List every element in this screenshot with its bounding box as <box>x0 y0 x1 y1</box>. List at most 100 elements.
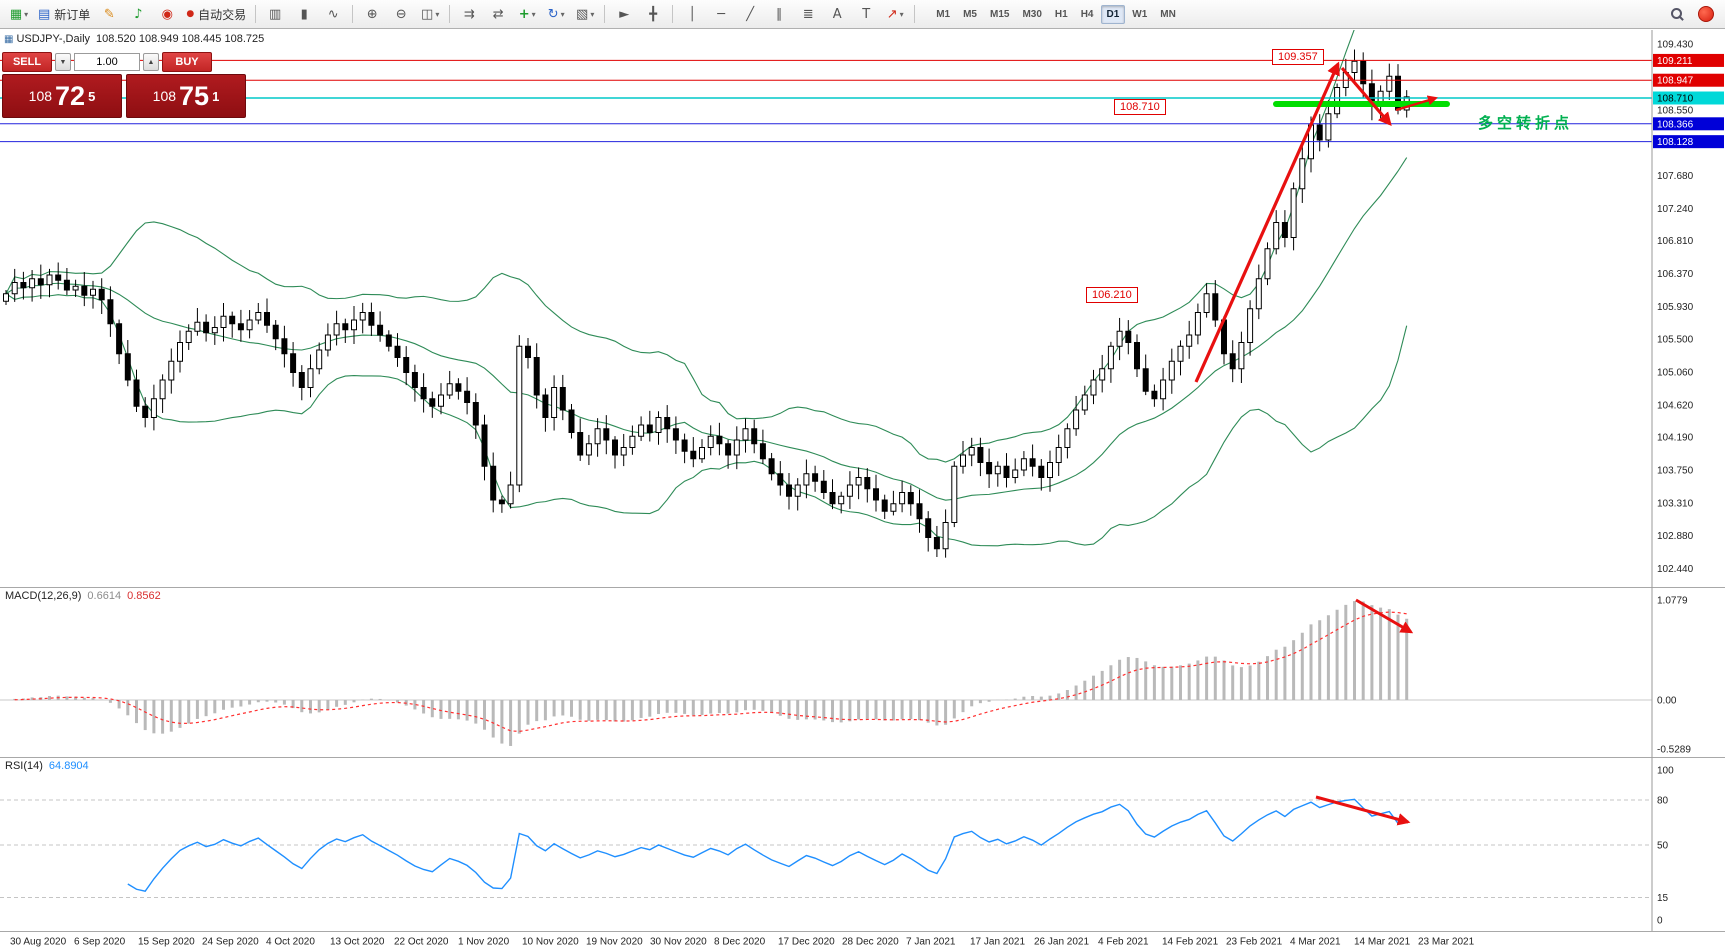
template-button[interactable]: ▧ ▾ <box>571 2 599 26</box>
macd-header: MACD(12,26,9) 0.6614 0.8562 <box>5 590 161 602</box>
fibonacci-button[interactable]: ≣ <box>794 2 822 26</box>
svg-text:14 Feb 2021: 14 Feb 2021 <box>1162 937 1219 948</box>
sell-price-display[interactable]: 108 72 5 <box>2 74 122 118</box>
arrows-tool-button[interactable]: ↗ ▾ <box>881 2 909 26</box>
chevron-down-icon: ▾ <box>560 9 565 19</box>
svg-text:108.947: 108.947 <box>1657 76 1694 87</box>
bollinger-middle-band <box>5 157 1408 501</box>
new-chart-button[interactable]: ▦ ▾ <box>5 2 33 26</box>
timeframe-button-m5[interactable]: M5 <box>963 8 977 20</box>
svg-text:6 Sep 2020: 6 Sep 2020 <box>74 937 126 948</box>
text-tool-button[interactable]: A <box>823 2 851 26</box>
svg-text:105.930: 105.930 <box>1657 302 1694 313</box>
line-chart-button[interactable]: ∿ <box>319 2 347 26</box>
chart-shift-button[interactable]: ⇉ <box>455 2 483 26</box>
community-button[interactable]: ◉ <box>153 2 181 26</box>
svg-text:106.810: 106.810 <box>1657 236 1694 247</box>
vertical-line-icon: │ <box>688 6 697 22</box>
buy-price-pips: 75 <box>179 80 210 111</box>
zoom-out-button[interactable]: ⊖ <box>387 2 415 26</box>
alerts-button[interactable]: ♪ <box>124 2 152 26</box>
macd-down-arrow <box>1355 598 1414 634</box>
sell-price-pips: 72 <box>55 80 86 111</box>
zoom-in-icon: ⊕ <box>366 6 378 22</box>
svg-text:0.00: 0.00 <box>1657 696 1677 707</box>
price-axis: 109.430 108.550 107.680 107.240 106.810 106.3… <box>1651 30 1724 931</box>
buy-button[interactable]: BUY <box>162 52 212 72</box>
svg-text:103.750: 103.750 <box>1657 466 1694 477</box>
zoom-in-button[interactable]: ⊕ <box>358 2 386 26</box>
new-chart-icon: ▦ <box>9 6 23 22</box>
svg-text:105.060: 105.060 <box>1657 367 1694 378</box>
candlestick-chart-button[interactable]: ▮ <box>290 2 318 26</box>
add-indicator-button[interactable]: + ▾ <box>513 2 541 26</box>
svg-text:19 Nov 2020: 19 Nov 2020 <box>586 937 643 948</box>
candles <box>3 49 1410 558</box>
svg-text:4 Mar 2021: 4 Mar 2021 <box>1290 937 1341 948</box>
bar-chart-button[interactable]: ▥ <box>261 2 289 26</box>
timeframe-button-mn[interactable]: MN <box>1160 8 1176 20</box>
svg-text:26 Jan 2021: 26 Jan 2021 <box>1034 937 1089 948</box>
timeframe-button-h4[interactable]: H4 <box>1080 8 1094 20</box>
new-order-button[interactable]: ▤ 新订单 <box>34 2 94 26</box>
search-button[interactable] <box>1663 2 1691 26</box>
svg-text:104.620: 104.620 <box>1657 400 1694 411</box>
notifications-button[interactable] <box>1692 2 1720 26</box>
timeframe-button-w1[interactable]: W1 <box>1132 8 1148 20</box>
volume-decrease-button[interactable]: ▼ <box>55 53 71 71</box>
timeframe-button-m1[interactable]: M1 <box>936 8 951 20</box>
peak-price-label: 109.357 <box>1272 49 1324 65</box>
svg-text:107.240: 107.240 <box>1657 204 1694 215</box>
trend-arrows <box>1194 61 1438 383</box>
cursor-icon: ► <box>619 6 630 22</box>
chevron-down-icon: ▾ <box>24 9 29 19</box>
svg-text:103.310: 103.310 <box>1657 499 1694 510</box>
buy-price-display[interactable]: 108 75 1 <box>126 74 246 118</box>
channel-icon: ∥ <box>775 6 783 22</box>
svg-text:1 Nov 2020: 1 Nov 2020 <box>458 937 510 948</box>
new-order-icon: ▤ <box>38 6 51 22</box>
timeframe-button-h1[interactable]: H1 <box>1054 8 1068 20</box>
svg-text:102.440: 102.440 <box>1657 564 1694 575</box>
label-tool-button[interactable]: T <box>852 2 880 26</box>
auto-scroll-button[interactable]: ⇄ <box>484 2 512 26</box>
svg-text:104.190: 104.190 <box>1657 433 1694 444</box>
svg-text:107.680: 107.680 <box>1657 171 1694 182</box>
horizontal-line-button[interactable]: ─ <box>707 2 735 26</box>
turning-point-annotation: 多空转折点 <box>1478 115 1574 132</box>
svg-text:108.710: 108.710 <box>1657 94 1694 105</box>
cursor-button[interactable]: ► <box>610 2 638 26</box>
macd-signal-line <box>14 611 1407 733</box>
volume-increase-button[interactable]: ▲ <box>143 53 159 71</box>
timeframe-button-m30[interactable]: M30 <box>1022 8 1042 20</box>
timeframe-button-d1[interactable]: D1 <box>1100 4 1126 24</box>
svg-text:4 Oct 2020: 4 Oct 2020 <box>266 937 315 948</box>
price-tag <box>1653 117 1724 131</box>
svg-text:102.880: 102.880 <box>1657 531 1694 542</box>
rsi-label: RSI(14) <box>5 760 43 772</box>
new-order-label: 新订单 <box>54 7 91 22</box>
autotrading-button[interactable]: ● 自动交易 <box>182 2 250 26</box>
horizontal-line-icon: ─ <box>717 6 726 22</box>
rsi-panel-plot <box>0 795 1652 898</box>
toolbar-separator <box>672 5 674 23</box>
trendline-button[interactable]: ╱ <box>736 2 764 26</box>
metaeditor-button[interactable]: ✎ <box>95 2 123 26</box>
svg-text:100: 100 <box>1657 766 1674 777</box>
crosshair-button[interactable]: ╋ <box>639 2 667 26</box>
vertical-line-button[interactable]: │ <box>678 2 706 26</box>
tile-windows-button[interactable]: ◫ ▾ <box>416 2 444 26</box>
chevron-down-icon: ▾ <box>531 9 536 19</box>
time-axis[interactable]: 30 Aug 2020 6 Sep 2020 15 Sep 2020 24 Sep 2… <box>10 937 1475 948</box>
tile-windows-icon: ◫ <box>421 6 434 22</box>
channel-button[interactable]: ∥ <box>765 2 793 26</box>
svg-text:17 Dec 2020: 17 Dec 2020 <box>778 937 835 948</box>
sell-button[interactable]: SELL <box>2 52 52 72</box>
volume-input[interactable] <box>74 53 140 71</box>
svg-text:109.211: 109.211 <box>1657 56 1693 67</box>
svg-text:4 Feb 2021: 4 Feb 2021 <box>1098 937 1149 948</box>
timeframe-button-m15[interactable]: M15 <box>990 8 1010 20</box>
sound-icon: ♪ <box>134 6 143 22</box>
period-refresh-button[interactable]: ↻ ▾ <box>542 2 570 26</box>
